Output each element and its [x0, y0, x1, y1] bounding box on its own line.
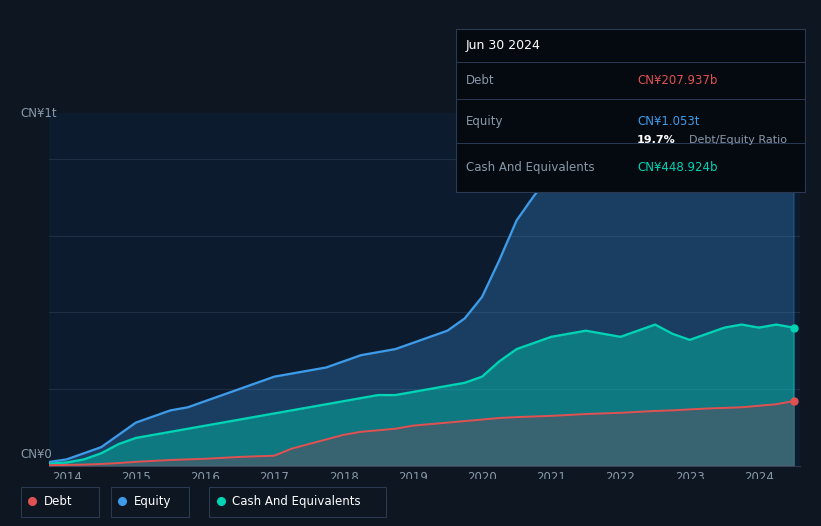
Text: Debt: Debt: [44, 495, 72, 508]
Text: Jun 30 2024: Jun 30 2024: [466, 39, 541, 52]
Text: CN¥448.924b: CN¥448.924b: [637, 161, 718, 174]
Text: Cash And Equivalents: Cash And Equivalents: [232, 495, 361, 508]
Text: Equity: Equity: [466, 115, 503, 128]
Text: CN¥0: CN¥0: [21, 449, 53, 461]
Text: Debt: Debt: [466, 74, 495, 87]
Text: CN¥1t: CN¥1t: [21, 107, 57, 119]
Text: 19.7%: 19.7%: [637, 135, 676, 145]
Text: CN¥207.937b: CN¥207.937b: [637, 74, 718, 87]
Text: Debt/Equity Ratio: Debt/Equity Ratio: [690, 135, 787, 145]
Text: Equity: Equity: [134, 495, 172, 508]
Text: Cash And Equivalents: Cash And Equivalents: [466, 161, 594, 174]
Text: CN¥1.053t: CN¥1.053t: [637, 115, 699, 128]
